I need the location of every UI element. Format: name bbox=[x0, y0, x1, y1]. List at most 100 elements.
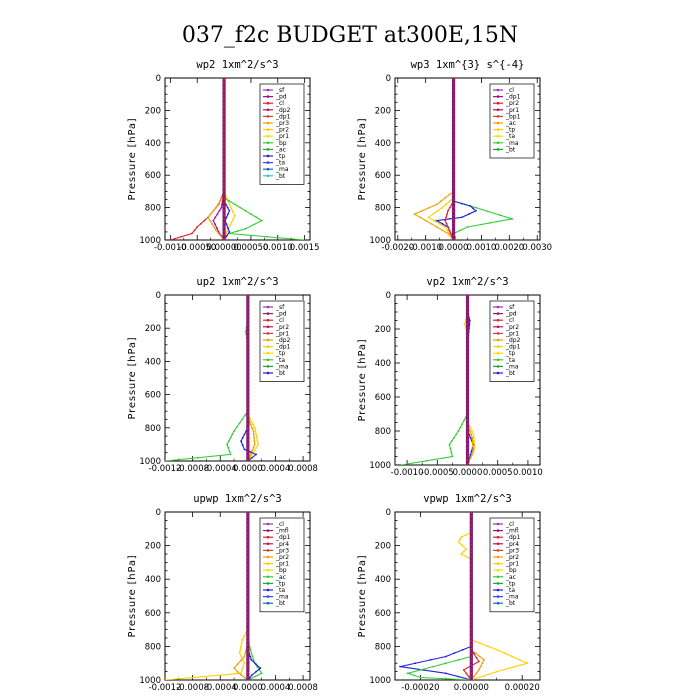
data-point bbox=[202, 675, 204, 678]
legend-entry: _pr4 bbox=[275, 541, 289, 548]
data-point bbox=[444, 226, 447, 228]
legend: _cl_dp1_pr2_pr1_bp1_ac_tp_ta_ma_bt bbox=[489, 83, 535, 159]
y-ticks: 0 200 400 600 800 1000 bbox=[369, 291, 540, 471]
panels: wp2 1xm^2/s^3 Pressure [hPa] 0 200 400 600 800… bbox=[127, 59, 552, 693]
legend-entry: _pd bbox=[275, 94, 287, 101]
data-point bbox=[227, 227, 229, 230]
data-point bbox=[228, 231, 231, 233]
data-point bbox=[242, 665, 245, 668]
data-point bbox=[240, 659, 242, 662]
legend-marker bbox=[266, 542, 270, 546]
data-point bbox=[250, 652, 253, 654]
data-point bbox=[255, 453, 257, 456]
data-point bbox=[457, 430, 460, 432]
data-point bbox=[249, 648, 252, 651]
legend-entry: _pd bbox=[505, 311, 517, 318]
legend-marker bbox=[496, 115, 500, 118]
y-axis-label: Pressure [hPa] bbox=[357, 339, 368, 422]
data-point bbox=[448, 218, 451, 220]
data-point bbox=[438, 222, 441, 225]
panel-3: vp2 1xm^2/s^3 Pressure [hPa] 0 200 400 600 800… bbox=[357, 276, 543, 478]
data-point bbox=[251, 450, 253, 452]
legend-marker bbox=[266, 154, 270, 158]
legend-entry: _bt bbox=[275, 173, 286, 180]
data-point bbox=[212, 209, 215, 212]
data-point bbox=[457, 675, 460, 678]
data-point bbox=[461, 544, 464, 547]
data-point bbox=[446, 229, 449, 232]
data-point bbox=[226, 443, 229, 446]
data-point bbox=[215, 229, 217, 232]
y-tick-label: 600 bbox=[375, 393, 391, 403]
x-tick-label: 0.00050 bbox=[233, 243, 268, 253]
legend-marker bbox=[266, 101, 270, 105]
legend-entry: _ma bbox=[505, 594, 519, 601]
legend-marker bbox=[496, 529, 500, 532]
data-point bbox=[465, 555, 468, 558]
data-point bbox=[481, 662, 484, 665]
data-point bbox=[229, 453, 232, 456]
legend-marker bbox=[266, 365, 270, 368]
legend-entry: _dp1 bbox=[505, 344, 521, 351]
data-point bbox=[475, 672, 478, 675]
data-point bbox=[221, 203, 223, 206]
legend-marker bbox=[266, 167, 270, 171]
legend-entry: _ta bbox=[275, 160, 285, 167]
x-tick-label: 0.0008 bbox=[288, 683, 318, 693]
data-point bbox=[483, 674, 485, 677]
data-point bbox=[214, 216, 217, 219]
x-tick-label: 0.0005 bbox=[483, 468, 513, 478]
data-point bbox=[473, 675, 475, 678]
panel-title: wp3 1xm^{3} s^{-4} bbox=[411, 59, 525, 71]
legend-entry: _cl bbox=[505, 317, 514, 324]
data-point bbox=[225, 223, 228, 226]
x-tick-label: 0.0030 bbox=[522, 243, 552, 253]
data-point bbox=[447, 232, 449, 235]
legend-marker bbox=[496, 141, 500, 145]
data-point bbox=[254, 430, 257, 432]
legend-entry: _ma bbox=[505, 363, 519, 370]
legend-marker bbox=[266, 128, 270, 131]
data-point bbox=[217, 232, 220, 235]
x-tick-label: 0.0008 bbox=[288, 464, 318, 474]
legend-entry: _ta bbox=[505, 133, 515, 140]
data-point bbox=[253, 436, 256, 439]
legend-marker bbox=[496, 345, 500, 348]
legend-marker bbox=[496, 549, 500, 552]
legend-marker bbox=[266, 568, 270, 572]
data-point bbox=[526, 662, 529, 665]
y-tick-label: 1000 bbox=[139, 457, 161, 467]
data-point bbox=[238, 422, 241, 425]
data-point bbox=[244, 652, 247, 654]
y-tick-label: 400 bbox=[145, 575, 161, 585]
legend: _cl_mfl_dp1_pr4_pr3_pr2_pr1_bp_ac_tp_ta_… bbox=[259, 517, 305, 613]
data-point bbox=[465, 548, 468, 550]
data-point bbox=[473, 447, 476, 449]
legend-marker bbox=[266, 305, 270, 309]
legend-marker bbox=[496, 134, 500, 138]
data-point bbox=[471, 430, 473, 432]
data-point bbox=[441, 229, 444, 232]
data-point bbox=[251, 456, 253, 459]
data-point bbox=[419, 216, 421, 219]
data-point bbox=[211, 222, 213, 225]
legend-marker bbox=[496, 595, 500, 598]
data-point bbox=[472, 443, 474, 446]
legend-marker bbox=[496, 601, 500, 605]
legend-marker bbox=[496, 318, 500, 322]
data-point bbox=[440, 200, 442, 203]
x-tick-label: -0.0012 bbox=[149, 683, 182, 693]
x-tick-label: 0.0020 bbox=[494, 243, 524, 253]
data-point bbox=[240, 440, 242, 442]
data-point bbox=[244, 209, 247, 212]
data-point bbox=[430, 222, 433, 225]
legend-marker bbox=[266, 535, 270, 539]
y-tick-label: 0 bbox=[156, 508, 161, 518]
data-point bbox=[241, 669, 244, 671]
panel-title: up2 1xm^2/s^3 bbox=[196, 276, 278, 288]
legend-entry: _bp bbox=[275, 140, 287, 147]
data-point bbox=[487, 645, 490, 648]
legend-marker bbox=[496, 332, 500, 335]
data-point bbox=[251, 453, 253, 456]
